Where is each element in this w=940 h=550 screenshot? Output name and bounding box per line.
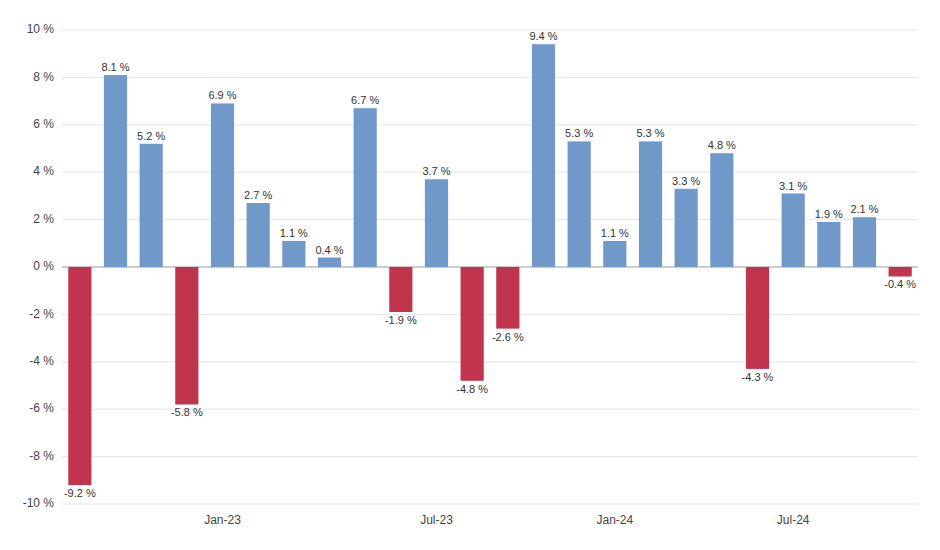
data-label: -2.6 % [492, 331, 524, 343]
bar [817, 222, 840, 267]
bar [639, 141, 662, 267]
x-tick-label: Jul-24 [777, 513, 810, 527]
y-tick-label: 0 % [33, 259, 54, 273]
data-label: 5.3 % [636, 127, 664, 139]
y-tick-label: -2 % [29, 307, 54, 321]
bar [68, 267, 91, 485]
data-label: 2.7 % [244, 189, 272, 201]
grid-line [62, 77, 918, 78]
data-label: 5.2 % [137, 130, 165, 142]
data-label: 3.7 % [422, 165, 450, 177]
data-label: 6.7 % [351, 94, 379, 106]
data-labels: -9.2 % 8.1 % 5.2 % -5.8 % 6.9 % 2.7 % 1.1 % 0.4… [64, 30, 916, 499]
data-label: -0.4 % [884, 278, 916, 290]
data-label: -1.9 % [385, 314, 417, 326]
bar [211, 103, 234, 267]
bar [603, 241, 626, 267]
bar [568, 141, 591, 267]
x-tick-label: Jan-23 [204, 513, 241, 527]
data-label: 8.1 % [101, 61, 129, 73]
bar [247, 203, 270, 267]
x-tick-label: Jan-24 [596, 513, 633, 527]
data-label: -4.3 % [742, 371, 774, 383]
bar [461, 267, 484, 381]
chart-container: -10 % -8 % -6 % -4 % -2 % 0 % 2 % 4 % 6 % 8 % 10 %… [0, 0, 940, 550]
data-label: 1.1 % [280, 227, 308, 239]
data-label: 2.1 % [850, 203, 878, 215]
bar [175, 267, 198, 404]
bar [354, 108, 377, 267]
bar [389, 267, 412, 312]
y-tick-label: -8 % [29, 449, 54, 463]
bar [104, 75, 127, 267]
grid-line [62, 172, 918, 173]
bar [710, 153, 733, 267]
data-label: -4.8 % [456, 383, 488, 395]
data-label: 3.1 % [779, 180, 807, 192]
bars [68, 44, 912, 485]
y-tick-label: 4 % [33, 164, 54, 178]
data-label: 0.4 % [315, 244, 343, 256]
data-label: 1.1 % [601, 227, 629, 239]
chart: -10 % -8 % -6 % -4 % -2 % 0 % 2 % 4 % 6 % 8 % 10 %… [0, 0, 940, 550]
grid-line [62, 30, 918, 31]
data-label: 5.3 % [565, 127, 593, 139]
bar [853, 217, 876, 267]
data-label: -5.8 % [171, 406, 203, 418]
y-tick-label: -10 % [23, 496, 55, 510]
bar [782, 194, 805, 267]
y-tick-label: -6 % [29, 401, 54, 415]
data-label: 4.8 % [708, 139, 736, 151]
x-tick-label: Jul-23 [420, 513, 453, 527]
y-tick-label: 2 % [33, 212, 54, 226]
bar [675, 189, 698, 267]
data-label: 6.9 % [208, 89, 236, 101]
data-label: 3.3 % [672, 175, 700, 187]
grid-line [62, 124, 918, 125]
grid-line [62, 456, 918, 457]
grid [62, 30, 918, 504]
x-axis: Jan-23 Jul-23 Jan-24 Jul-24 [204, 513, 810, 527]
grid-line [62, 504, 918, 505]
y-tick-label: 10 % [27, 22, 55, 36]
data-label: -9.2 % [64, 487, 96, 499]
bar [532, 44, 555, 267]
bar [889, 267, 912, 276]
bar [746, 267, 769, 369]
bar [425, 179, 448, 267]
data-label: 9.4 % [529, 30, 557, 42]
bar [496, 267, 519, 329]
y-tick-label: -4 % [29, 354, 54, 368]
bar [140, 144, 163, 267]
y-tick-label: 6 % [33, 117, 54, 131]
y-axis: -10 % -8 % -6 % -4 % -2 % 0 % 2 % 4 % 6 % 8 % 10 % [23, 22, 55, 510]
bar [282, 241, 305, 267]
bar [318, 258, 341, 267]
y-tick-label: 8 % [33, 70, 54, 84]
data-label: 1.9 % [815, 208, 843, 220]
